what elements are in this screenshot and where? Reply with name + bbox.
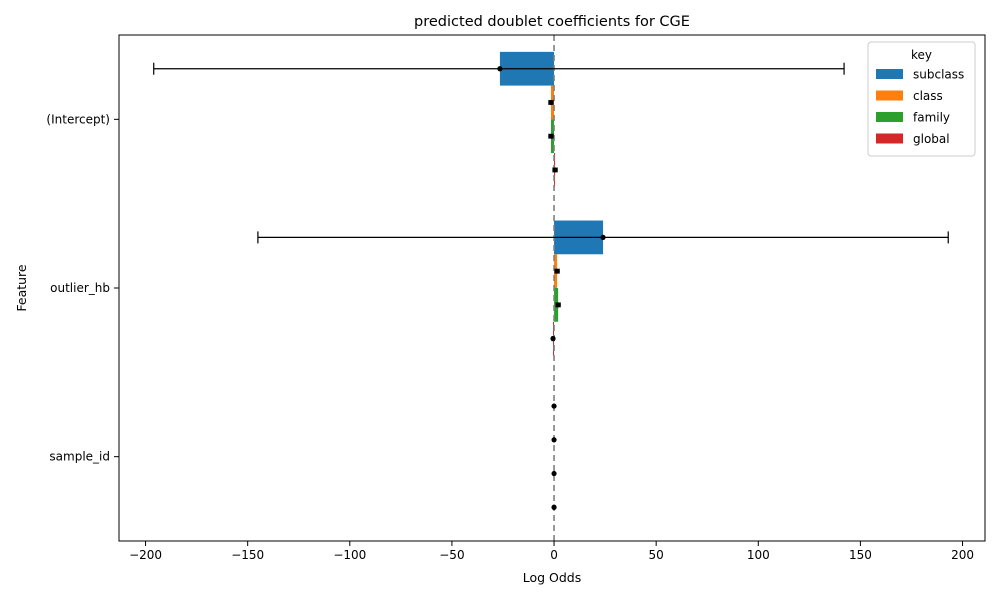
point-subclass-1	[600, 234, 606, 240]
legend-label-family: family	[913, 111, 950, 125]
y-tick-label-1: outlier_hb	[50, 281, 110, 295]
x-axis: −200 −150 −100 −50 0 50 100 150 200	[129, 541, 974, 562]
x-tick-label-7: 150	[849, 548, 872, 562]
x-tick-label-4: 0	[550, 548, 558, 562]
point-global-1	[550, 336, 556, 342]
x-axis-label: Log Odds	[523, 570, 582, 585]
legend-label-subclass: subclass	[913, 68, 964, 82]
x-tick-label-5: 50	[649, 548, 664, 562]
legend-swatch-family	[876, 112, 903, 122]
legend-swatch-class	[876, 90, 903, 101]
legend-swatch-global	[876, 133, 903, 144]
point-subclass-2	[551, 403, 557, 409]
y-tick-label-2: sample_id	[49, 450, 110, 464]
x-tick-label-0: −200	[129, 548, 162, 562]
point-class-1	[554, 268, 560, 274]
x-tick-label-6: 100	[747, 548, 770, 562]
point-family-0	[548, 133, 554, 139]
x-tick-label-3: −50	[439, 548, 464, 562]
point-global-2	[551, 504, 557, 510]
x-tick-label-2: −100	[333, 548, 366, 562]
point-global-0	[552, 167, 558, 173]
legend-label-global: global	[913, 132, 950, 146]
x-tick-label-8: 200	[951, 548, 974, 562]
y-axis-label: Feature	[14, 264, 29, 312]
point-class-2	[551, 437, 557, 443]
point-subclass-0	[497, 66, 503, 72]
chart-title: predicted doublet coefficients for CGE	[414, 14, 690, 30]
x-tick-label-1: −150	[231, 548, 264, 562]
point-family-2	[551, 470, 557, 477]
point-class-0	[548, 99, 554, 106]
legend-swatch-subclass	[876, 69, 903, 79]
error-bars-layer	[153, 62, 949, 510]
point-family-1	[555, 302, 561, 308]
y-axis: (Intercept) outlier_hb sample_id	[46, 112, 119, 464]
legend: key subclass class family global	[867, 41, 976, 157]
legend-title: key	[911, 48, 932, 62]
y-tick-label-0: (Intercept)	[46, 112, 110, 126]
legend-label-class: class	[913, 89, 943, 103]
